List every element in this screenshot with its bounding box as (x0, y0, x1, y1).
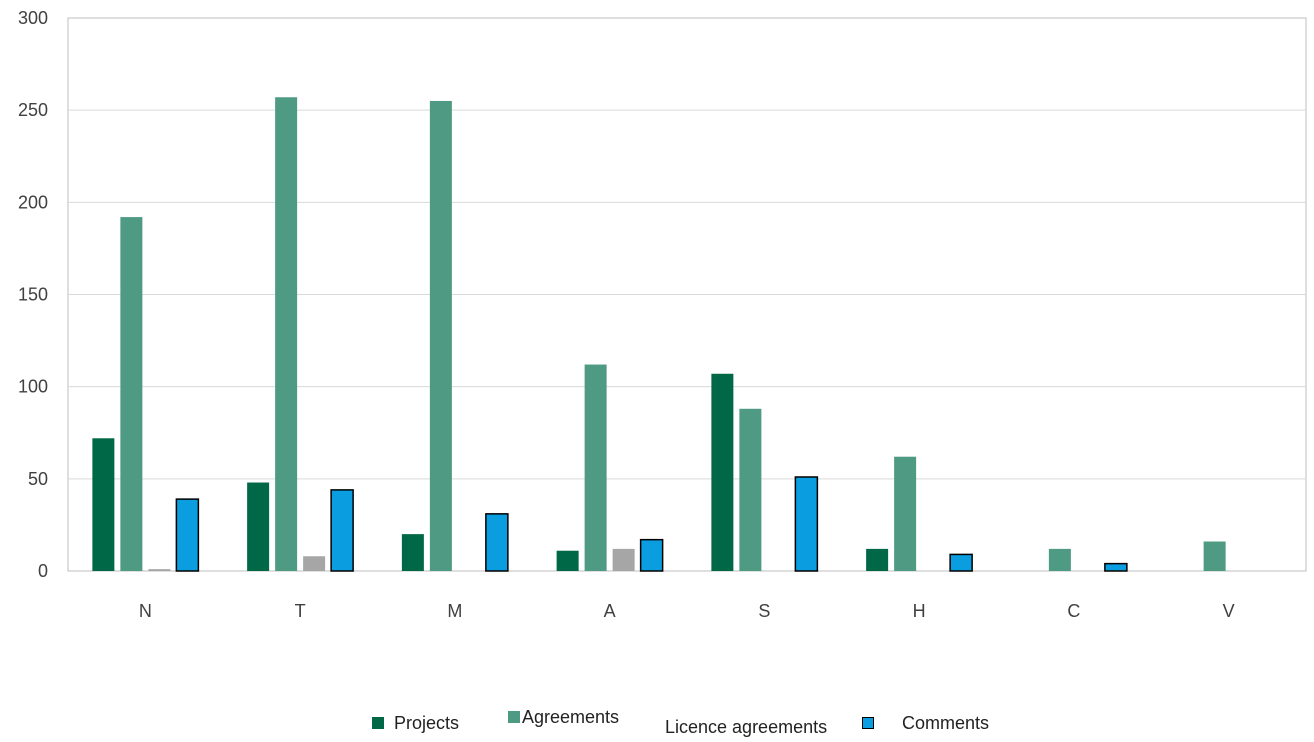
bar-comments (330, 489, 354, 572)
legend-item-projects: Projects (372, 708, 459, 738)
bar-projects (711, 373, 734, 571)
legend-swatch-comments (862, 717, 874, 729)
legend-label-projects: Projects (394, 712, 460, 733)
y-tick-label: 250 (18, 100, 48, 120)
bar-comments (1104, 562, 1128, 572)
bar-projects (556, 550, 579, 571)
legend-swatch-agreements (508, 711, 520, 723)
bar-comments (949, 553, 973, 572)
y-tick-label: 50 (28, 469, 48, 489)
bar-agreements (275, 97, 298, 571)
bar-agreements (429, 100, 452, 571)
bar-licence-agreements (148, 569, 171, 571)
bar-licence-agreements (612, 548, 635, 571)
bar-comments (794, 476, 819, 572)
bar-agreements (894, 456, 917, 571)
legend: Projects Agreements Licence agreements C… (0, 707, 1314, 738)
bar-projects (92, 438, 115, 571)
bar-projects (866, 548, 889, 571)
bar-agreements (739, 408, 762, 571)
legend-item-agreements: Agreements (508, 702, 619, 732)
x-tick-label: S (758, 601, 770, 621)
legend-swatch-projects (372, 717, 384, 729)
bar-chart: 0 50 100 150 200 250 300 N T M A S H C V (18, 8, 1307, 621)
bar-agreements (1203, 541, 1226, 571)
bar-comments (639, 538, 664, 572)
legend-item-licence-agreements: Licence agreements (665, 712, 827, 742)
y-tick-label: 300 (18, 8, 48, 28)
x-tick-label: T (295, 601, 306, 621)
legend-label-comments: Comments (902, 712, 990, 733)
x-tick-label: H (913, 601, 926, 621)
y-tick-label: 150 (18, 285, 48, 305)
x-tick-label: V (1223, 601, 1235, 621)
bar-agreements (584, 364, 607, 571)
legend-label-licence-agreements: Licence agreements (665, 716, 828, 737)
bar-agreements (120, 217, 143, 571)
bar-licence-agreements (303, 556, 326, 571)
y-tick-label: 0 (38, 561, 48, 581)
x-tick-label: N (139, 601, 152, 621)
bar-projects (401, 534, 424, 571)
bar-agreements (1048, 548, 1071, 571)
legend-item-comments: Comments (862, 708, 989, 738)
bar-projects (247, 482, 270, 571)
x-tick-label: C (1067, 601, 1080, 621)
x-tick-label: M (447, 601, 462, 621)
bar-comments (175, 498, 200, 572)
x-tick-label: A (604, 601, 616, 621)
bar-comments (485, 513, 509, 572)
legend-label-agreements: Agreements (522, 706, 620, 727)
y-tick-label: 100 (18, 377, 48, 397)
y-tick-label: 200 (18, 192, 48, 212)
